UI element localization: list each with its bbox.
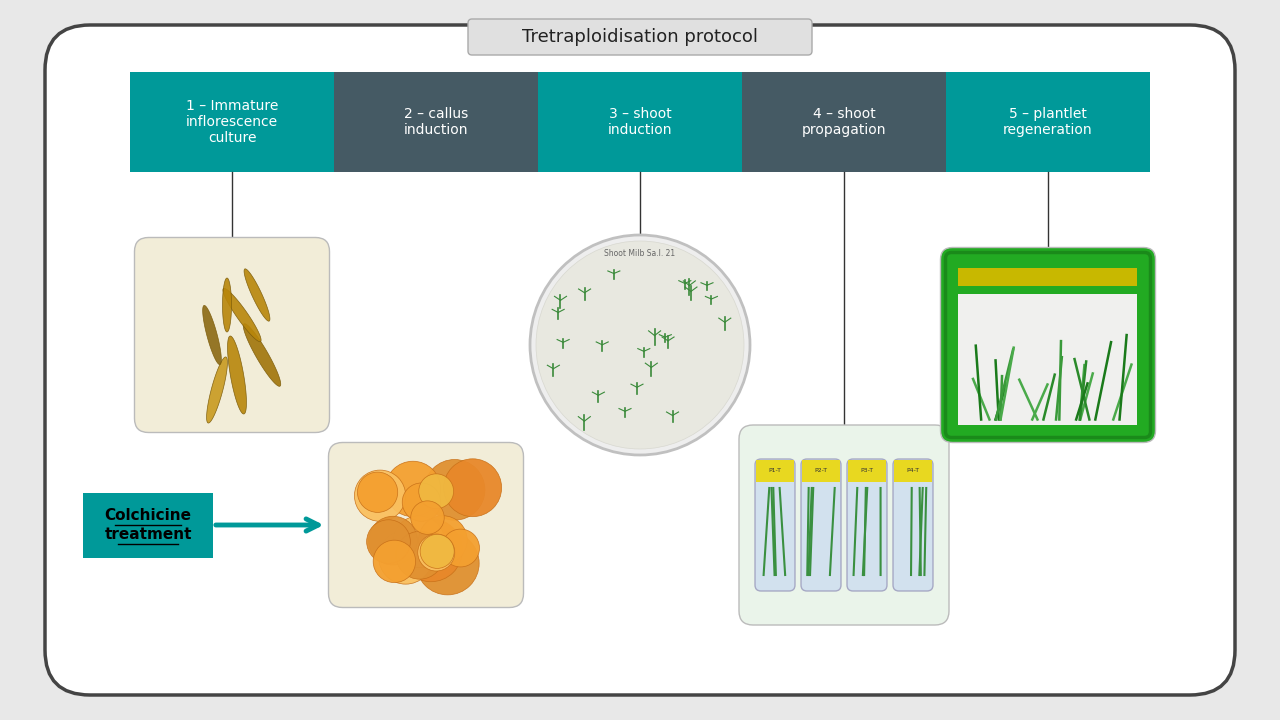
- FancyBboxPatch shape: [538, 72, 742, 172]
- Circle shape: [355, 470, 406, 521]
- FancyBboxPatch shape: [959, 294, 1138, 425]
- Polygon shape: [243, 324, 280, 387]
- Circle shape: [396, 531, 444, 579]
- Circle shape: [374, 540, 416, 582]
- Text: Tretraploidisation protocol: Tretraploidisation protocol: [522, 28, 758, 46]
- Text: treatment: treatment: [104, 527, 192, 542]
- FancyBboxPatch shape: [131, 72, 334, 172]
- Circle shape: [419, 474, 453, 508]
- FancyBboxPatch shape: [941, 248, 1156, 443]
- Polygon shape: [206, 357, 228, 423]
- Circle shape: [402, 483, 440, 521]
- Text: 4 – shoot
propagation: 4 – shoot propagation: [801, 107, 886, 137]
- FancyBboxPatch shape: [946, 253, 1151, 438]
- Text: Shoot Milb Sa.l. 21: Shoot Milb Sa.l. 21: [604, 248, 676, 258]
- FancyBboxPatch shape: [329, 443, 524, 608]
- FancyBboxPatch shape: [468, 19, 812, 55]
- FancyBboxPatch shape: [742, 72, 946, 172]
- FancyBboxPatch shape: [739, 425, 948, 625]
- FancyBboxPatch shape: [334, 72, 538, 172]
- Text: 2 – callus
induction: 2 – callus induction: [403, 107, 468, 137]
- FancyBboxPatch shape: [893, 460, 932, 482]
- Circle shape: [357, 472, 398, 513]
- Circle shape: [366, 520, 411, 564]
- FancyBboxPatch shape: [893, 459, 933, 591]
- Circle shape: [419, 516, 467, 564]
- Text: Colchicine: Colchicine: [105, 508, 192, 523]
- Text: 3 – shoot
induction: 3 – shoot induction: [608, 107, 672, 137]
- Polygon shape: [202, 305, 221, 364]
- Text: 5 – plantlet
regeneration: 5 – plantlet regeneration: [1004, 107, 1093, 137]
- Circle shape: [420, 534, 454, 568]
- Circle shape: [530, 235, 750, 455]
- Text: P1-T: P1-T: [768, 469, 782, 474]
- Text: P3-T: P3-T: [860, 469, 873, 474]
- Text: P4-T: P4-T: [906, 469, 919, 474]
- Circle shape: [385, 462, 440, 517]
- FancyBboxPatch shape: [755, 459, 795, 591]
- Polygon shape: [223, 288, 261, 342]
- Circle shape: [369, 516, 417, 565]
- Circle shape: [424, 459, 485, 520]
- Circle shape: [444, 459, 502, 517]
- FancyBboxPatch shape: [847, 460, 886, 482]
- FancyBboxPatch shape: [801, 459, 841, 591]
- Polygon shape: [223, 278, 232, 332]
- FancyBboxPatch shape: [847, 459, 887, 591]
- FancyBboxPatch shape: [946, 72, 1149, 172]
- FancyBboxPatch shape: [83, 492, 212, 557]
- Circle shape: [399, 518, 462, 582]
- Polygon shape: [244, 269, 270, 321]
- Circle shape: [442, 529, 480, 567]
- Text: 1 – Immature
inflorescence
culture: 1 – Immature inflorescence culture: [186, 99, 278, 145]
- FancyBboxPatch shape: [756, 460, 794, 482]
- FancyBboxPatch shape: [45, 25, 1235, 695]
- Text: P2-T: P2-T: [814, 469, 828, 474]
- Polygon shape: [228, 336, 247, 414]
- Circle shape: [536, 241, 744, 449]
- FancyBboxPatch shape: [959, 268, 1138, 286]
- Circle shape: [393, 516, 444, 567]
- FancyBboxPatch shape: [803, 460, 840, 482]
- Circle shape: [416, 532, 479, 595]
- Circle shape: [379, 530, 433, 584]
- Circle shape: [417, 534, 454, 571]
- FancyBboxPatch shape: [134, 238, 329, 433]
- Circle shape: [411, 501, 444, 534]
